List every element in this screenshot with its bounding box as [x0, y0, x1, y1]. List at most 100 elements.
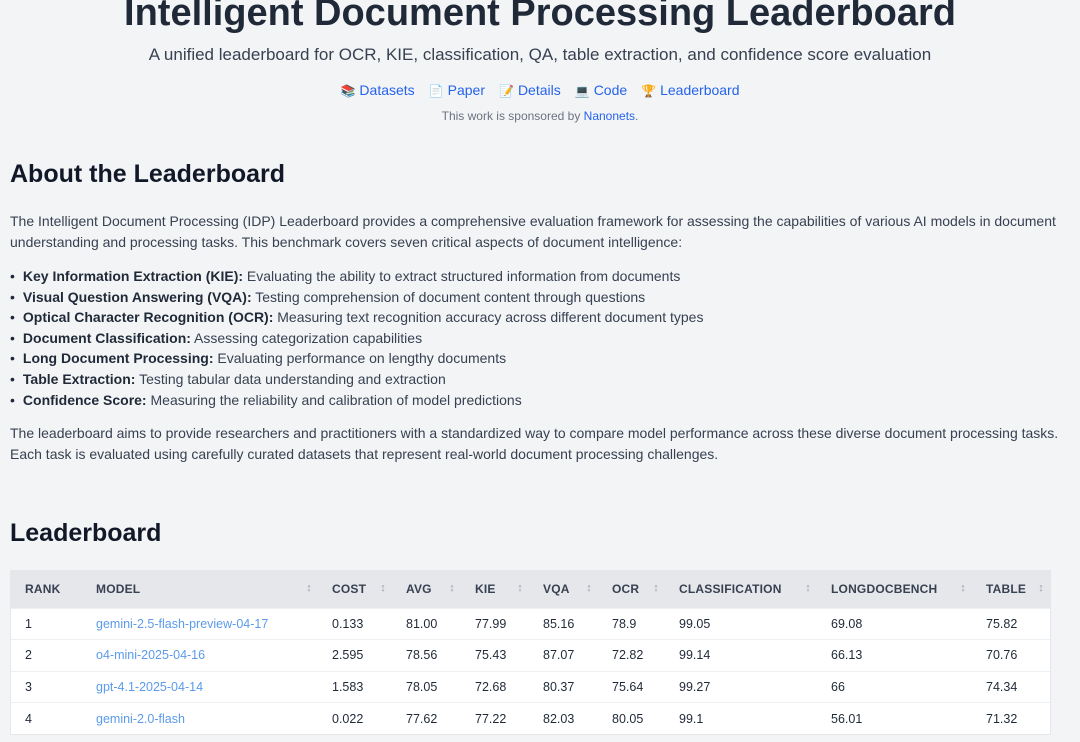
column-label: COST [332, 582, 367, 597]
cell-vqa: 80.37 [529, 670, 598, 703]
feature-term: Table Extraction: [22, 370, 136, 387]
sort-icon[interactable]: ↕ [586, 582, 592, 595]
model-link[interactable]: gpt-4.1-2025-04-14 [96, 679, 204, 694]
cell-model: gemini-2.5-flash-preview-04-17 [82, 607, 318, 640]
feature-list: Key Information Extraction (KIE): Evalua… [10, 266, 704, 410]
sort-icon[interactable]: ↕ [517, 582, 523, 595]
feature-term: Long Document Processing: [22, 350, 214, 367]
model-link[interactable]: gemini-2.5-flash-preview-04-17 [96, 616, 269, 631]
column-label: OCR [612, 582, 640, 597]
cell-classification: 99.1 [665, 702, 817, 735]
feature-item: Visual Question Answering (VQA): Testing… [10, 287, 703, 308]
sort-icon[interactable]: ↕ [306, 582, 312, 595]
cell-table: 70.76 [972, 639, 1050, 672]
cell-ocr: 78.9 [598, 607, 665, 640]
feature-term: Visual Question Answering (VQA): [22, 288, 252, 305]
cell-classification: 99.14 [665, 639, 817, 672]
column-label: CLASSIFICATION [679, 582, 782, 597]
feature-desc: Testing tabular data understanding and e… [135, 370, 446, 387]
sponsor-link[interactable]: Nanonets [583, 109, 636, 123]
feature-item: Table Extraction: Testing tabular data u… [10, 369, 703, 390]
datasets-icon: 📚 [340, 84, 356, 98]
cell-longdocbench: 66 [817, 670, 972, 703]
details-icon: 📝 [498, 84, 514, 98]
cell-cost: 1.583 [318, 670, 392, 703]
column-header-rank: RANK [11, 571, 82, 608]
column-header-avg[interactable]: AVG ↕ [392, 571, 461, 608]
sort-icon[interactable]: ↕ [653, 582, 659, 595]
cell-avg: 78.05 [392, 670, 461, 703]
feature-desc: Evaluating the ability to extract struct… [243, 268, 681, 284]
model-link[interactable]: o4-mini-2025-04-16 [96, 648, 206, 663]
link-datasets[interactable]: 📚 Datasets [340, 82, 414, 98]
feature-desc: Evaluating performance on lengthy docume… [213, 350, 507, 367]
sort-icon[interactable]: ↕ [380, 582, 386, 595]
cell-table: 74.34 [972, 670, 1050, 703]
link-label: Leaderboard [660, 82, 740, 98]
feature-term: Confidence Score: [22, 391, 147, 408]
cell-kie: 72.68 [461, 670, 529, 703]
column-header-table[interactable]: TABLE ↕ [972, 571, 1050, 608]
cell-rank: 2 [11, 639, 82, 672]
column-header-vqa[interactable]: VQA ↕ [529, 571, 598, 608]
column-header-ocr[interactable]: OCR ↕ [598, 571, 665, 608]
cell-rank: 4 [11, 702, 82, 735]
cell-classification: 99.27 [665, 670, 817, 703]
leaderboard-table: RANK MODEL ↕ COST ↕ AVG ↕ KIE ↕ VQA ↕ OCR ↕ CLASSIFIC… [10, 570, 1051, 736]
link-paper[interactable]: 📄 Paper [429, 82, 485, 98]
cell-cost: 2.595 [318, 639, 392, 672]
leaderboard-heading: Leaderboard [10, 519, 162, 547]
code-icon: 💻 [574, 84, 590, 98]
table-row: 4 gemini-2.0-flash 0.022 77.62 77.22 82.03 80.… [11, 702, 1050, 735]
feature-term: Document Classification: [22, 329, 191, 346]
sort-icon[interactable]: ↕ [1038, 582, 1044, 595]
feature-item: Document Classification: Assessing categ… [10, 328, 703, 349]
table-row: 2 o4-mini-2025-04-16 2.595 78.56 75.43 87.07 7… [11, 639, 1050, 672]
sponsor-suffix: . [635, 109, 639, 123]
cell-longdocbench: 66.13 [817, 639, 972, 672]
link-label: Paper [447, 82, 485, 98]
column-label: KIE [475, 582, 496, 597]
cell-longdocbench: 69.08 [817, 607, 972, 640]
sort-icon[interactable]: ↕ [449, 582, 455, 595]
cell-classification: 99.05 [665, 607, 817, 640]
cell-ocr: 75.64 [598, 670, 665, 703]
cell-kie: 75.43 [461, 639, 529, 672]
column-header-classification[interactable]: CLASSIFICATION ↕ [665, 571, 817, 608]
cell-model: o4-mini-2025-04-16 [82, 639, 318, 672]
column-header-cost[interactable]: COST ↕ [318, 571, 392, 608]
link-leaderboard[interactable]: 🏆 Leaderboard [641, 82, 739, 98]
column-header-longdocbench[interactable]: LONGDOCBENCH ↕ [817, 571, 972, 608]
cell-model: gemini-2.0-flash [82, 702, 318, 735]
column-label: MODEL [96, 582, 141, 597]
feature-item: Key Information Extraction (KIE): Evalua… [10, 266, 703, 287]
sponsor-note: This work is sponsored by Nanonets. [0, 109, 1080, 123]
table-row: 1 gemini-2.5-flash-preview-04-17 0.133 81.0… [11, 607, 1050, 640]
cell-table: 71.32 [972, 702, 1050, 735]
feature-item: Optical Character Recognition (OCR): Mea… [10, 307, 704, 328]
link-code[interactable]: 💻 Code [575, 82, 627, 98]
cell-rank: 3 [11, 670, 82, 703]
cell-avg: 78.56 [392, 639, 461, 672]
leaderboard-icon: 🏆 [641, 84, 657, 98]
column-header-model[interactable]: MODEL ↕ [82, 571, 318, 608]
cell-rank: 1 [11, 607, 82, 640]
column-header-kie[interactable]: KIE ↕ [461, 571, 529, 608]
sort-icon[interactable]: ↕ [960, 582, 966, 595]
cell-vqa: 82.03 [529, 702, 598, 735]
cell-avg: 77.62 [392, 702, 461, 735]
page-subtitle: A unified leaderboard for OCR, KIE, clas… [148, 45, 932, 64]
about-outro: The leaderboard aims to provide research… [10, 425, 1059, 462]
cell-ocr: 72.82 [598, 639, 665, 672]
column-label: AVG [406, 582, 432, 597]
about-heading: About the Leaderboard [10, 160, 286, 188]
column-label: VQA [543, 582, 570, 597]
cell-cost: 0.022 [318, 702, 392, 735]
column-label: RANK [25, 582, 61, 597]
model-link[interactable]: gemini-2.0-flash [96, 711, 185, 726]
sort-icon[interactable]: ↕ [805, 582, 811, 595]
sponsor-text: This work is sponsored by [441, 109, 584, 123]
link-details[interactable]: 📝 Details [499, 82, 561, 98]
cell-vqa: 85.16 [529, 607, 598, 640]
link-label: Code [593, 82, 628, 98]
